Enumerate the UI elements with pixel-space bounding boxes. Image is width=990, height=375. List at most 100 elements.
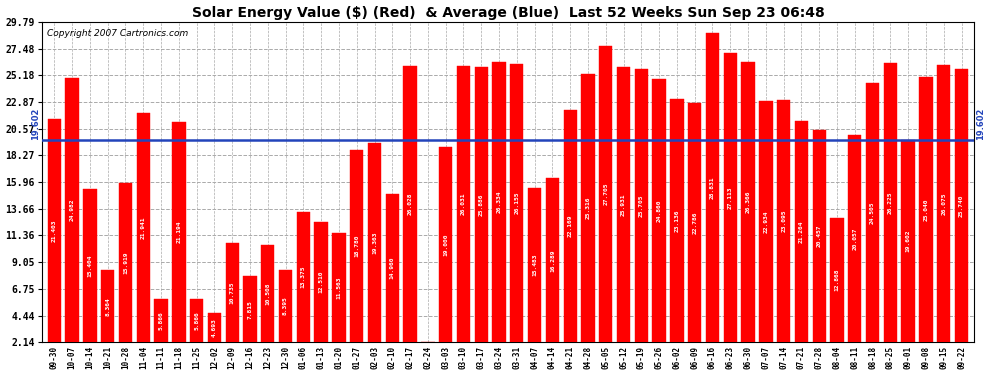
Bar [759,102,772,342]
Bar [386,194,399,342]
Text: 16.289: 16.289 [549,249,555,272]
Bar [48,119,61,342]
Bar [635,69,648,342]
Bar [510,64,524,342]
Bar [350,150,363,342]
Bar [902,140,915,342]
Text: 27.113: 27.113 [728,186,733,209]
Bar [920,77,933,342]
Bar [208,313,221,342]
Bar [545,178,559,342]
Text: 25.705: 25.705 [639,195,644,217]
Text: 12.868: 12.868 [835,269,840,291]
Bar [706,33,719,342]
Text: 23.095: 23.095 [781,210,786,232]
Text: 21.941: 21.941 [141,216,146,239]
Bar [884,63,897,342]
Text: 15.919: 15.919 [123,251,128,274]
Bar [742,62,754,342]
Text: 19.602: 19.602 [906,230,911,252]
Text: 15.404: 15.404 [87,254,92,277]
Bar [403,66,417,342]
Text: 26.366: 26.366 [745,191,750,213]
Bar [688,103,701,342]
Text: 20.457: 20.457 [817,225,822,248]
Text: 21.403: 21.403 [51,219,56,242]
Text: 8.395: 8.395 [283,297,288,315]
Bar [279,270,292,342]
Bar [244,276,256,342]
Bar [955,69,968,342]
Text: 26.028: 26.028 [408,193,413,215]
Text: 13.375: 13.375 [301,266,306,288]
Bar [261,245,274,342]
Text: 21.264: 21.264 [799,220,804,243]
Text: 24.505: 24.505 [870,201,875,224]
Text: 23.136: 23.136 [674,209,679,232]
Text: 18.780: 18.780 [354,235,359,257]
Text: 21.194: 21.194 [176,220,181,243]
Bar [439,147,452,342]
Text: 4.693: 4.693 [212,318,217,337]
Bar [599,46,613,342]
Bar [724,53,737,342]
Bar [777,100,790,342]
Text: 27.705: 27.705 [603,183,608,206]
Bar [563,110,577,342]
Bar [297,212,310,342]
Bar [795,121,808,342]
Text: 10.735: 10.735 [230,281,235,304]
Bar [670,99,683,342]
Bar [581,74,595,342]
Bar [848,135,861,342]
Text: 11.563: 11.563 [337,276,342,299]
Text: 19.602: 19.602 [976,108,985,140]
Bar [652,79,666,342]
Text: 22.934: 22.934 [763,210,768,233]
Bar [226,243,239,342]
Text: 25.040: 25.040 [924,198,929,221]
Bar [154,299,167,342]
Bar [190,299,203,342]
Text: 26.155: 26.155 [515,192,520,214]
Text: 20.057: 20.057 [852,227,857,250]
Text: 8.364: 8.364 [105,297,110,315]
Bar [474,67,488,342]
Text: 25.886: 25.886 [479,194,484,216]
Bar [65,78,79,342]
Bar [456,66,470,342]
Bar [938,65,950,342]
Text: 12.510: 12.510 [319,271,324,293]
Text: 10.508: 10.508 [265,282,270,305]
Text: 7.815: 7.815 [248,300,252,319]
Bar [831,218,843,342]
Text: 25.316: 25.316 [585,197,590,219]
Text: 26.334: 26.334 [497,191,502,213]
Bar [119,183,132,342]
Bar [333,233,346,342]
Text: 5.866: 5.866 [158,311,163,330]
Bar [101,270,115,342]
Text: 14.960: 14.960 [390,257,395,279]
Bar [617,67,631,342]
Bar [315,222,328,342]
Bar [813,130,826,342]
Text: 26.225: 26.225 [888,192,893,214]
Text: 22.169: 22.169 [567,215,572,237]
Bar [83,189,97,342]
Text: 5.866: 5.866 [194,311,199,330]
Text: 26.031: 26.031 [461,193,466,215]
Bar [528,188,542,342]
Title: Solar Energy Value ($) (Red)  & Average (Blue)  Last 52 Weeks Sun Sep 23 06:48: Solar Energy Value ($) (Red) & Average (… [191,6,825,20]
Bar [492,62,506,342]
Text: 19.000: 19.000 [444,233,448,256]
Text: 25.931: 25.931 [621,193,626,216]
Text: 25.740: 25.740 [959,194,964,217]
Bar [137,113,149,342]
Bar [866,83,879,342]
Text: 28.831: 28.831 [710,176,715,199]
Text: 24.860: 24.860 [656,200,661,222]
Bar [368,143,381,342]
Text: 22.786: 22.786 [692,211,697,234]
Text: 19.363: 19.363 [372,231,377,254]
